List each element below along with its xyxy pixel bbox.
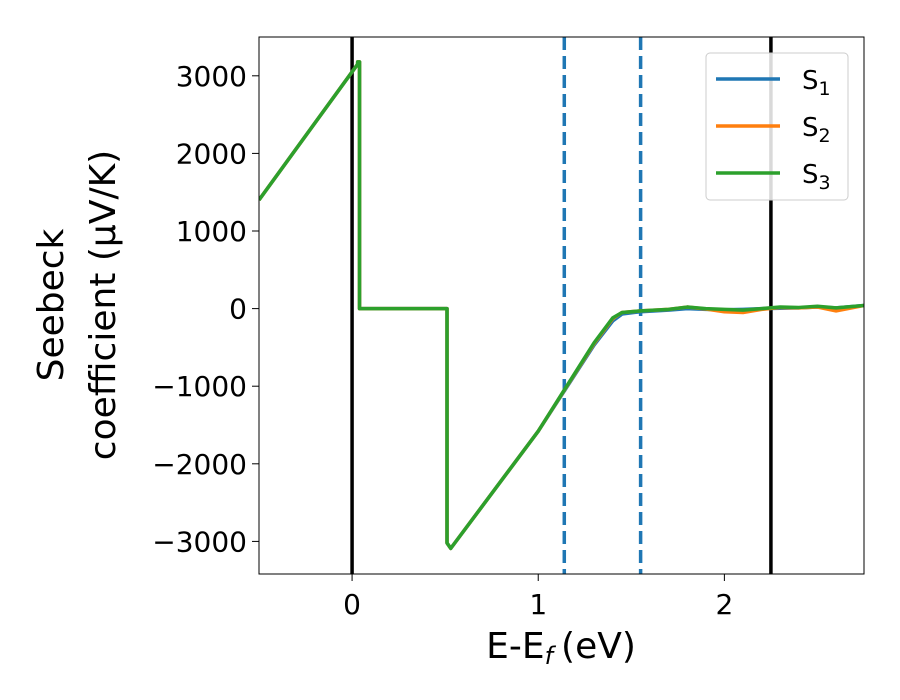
series-line-s3 xyxy=(259,60,864,551)
y-tick-label: −3000 xyxy=(152,525,247,558)
y-axis-label-line1: Seebeck xyxy=(31,228,72,381)
y-tick-label: 2000 xyxy=(176,137,247,170)
y-tick-label: −2000 xyxy=(152,448,247,481)
y-tick-label: −1000 xyxy=(152,370,247,403)
legend-label-s1: S1 xyxy=(802,66,831,100)
series-lines xyxy=(259,60,864,551)
y-axis: 3000 2000 1000 0 −1000 −2000 −3000 xyxy=(152,60,259,558)
legend-label-s3: S3 xyxy=(802,160,831,194)
y-tick-label: 3000 xyxy=(176,60,247,93)
x-axis-label: E-Ef (eV) xyxy=(486,626,636,670)
x-tick-label: 2 xyxy=(715,588,733,621)
y-tick-label: 1000 xyxy=(176,215,247,248)
legend-label-s2: S2 xyxy=(802,113,831,147)
plot-frame xyxy=(258,36,865,575)
x-tick-label: 1 xyxy=(529,588,547,621)
x-axis-label-subscript: f xyxy=(545,642,557,670)
legend: S1 S2 S3 xyxy=(705,52,849,201)
x-tick-label: 0 xyxy=(343,588,361,621)
y-tick-label: 0 xyxy=(229,293,247,326)
y-axis-label: Seebeck coefficient (μV/K) xyxy=(31,150,124,460)
y-axis-label-line2: coefficient (μV/K) xyxy=(83,150,124,460)
x-axis: 0 1 2 xyxy=(343,574,733,621)
